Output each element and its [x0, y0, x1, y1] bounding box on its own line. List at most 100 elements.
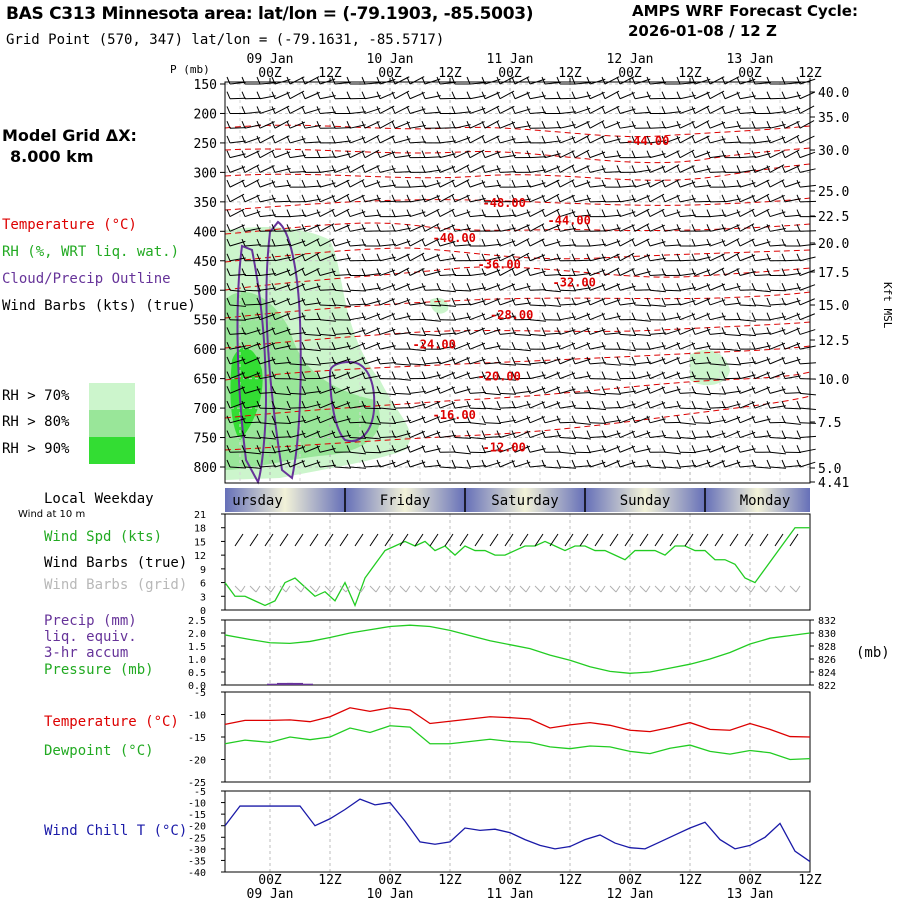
cloud-outline — [328, 360, 376, 443]
wind-barb-flag — [631, 194, 636, 203]
wind-barb-flag — [736, 76, 741, 85]
wind-barb-flag — [331, 459, 336, 468]
grid-wind-barb — [294, 585, 302, 593]
wind-barb — [244, 316, 261, 321]
wind-barb — [229, 345, 246, 350]
wind-barb-flag — [541, 224, 546, 232]
wind-barb-flag — [496, 459, 501, 468]
wind-barb — [739, 223, 755, 232]
wind-tick-label: 9 — [200, 565, 206, 576]
wind-barb-flag — [391, 106, 396, 114]
wind-barb — [334, 127, 352, 129]
wind-barb-flag — [541, 415, 546, 424]
wind-barb-flag — [436, 238, 441, 247]
surface-wind-barb — [234, 533, 244, 547]
wind-barb — [769, 97, 787, 100]
wind-barb-flag — [316, 179, 321, 188]
wind-barb-flag — [481, 91, 486, 99]
wind-barb-flag — [511, 120, 516, 129]
pressure-tick-label: 400 — [194, 225, 217, 240]
wind-barb-flag — [706, 135, 711, 144]
wind-barb-flag — [301, 165, 306, 173]
wind-barb-flag — [331, 253, 336, 261]
bottom-time-tick-label: 00Z — [738, 873, 762, 888]
wind-barb-flag — [766, 341, 771, 350]
wind-barb-flag — [691, 76, 696, 85]
grid-wind-barb — [729, 585, 737, 593]
wind-barb-flag — [721, 165, 726, 173]
wind-barb-flag — [421, 415, 426, 424]
wind-barb-flag — [736, 150, 741, 158]
wind-barb-flag — [301, 445, 306, 453]
wind-barb-flag — [571, 120, 576, 129]
grid-wind-barb — [720, 585, 726, 593]
wind-barb-flag — [466, 165, 471, 173]
wind-barb-flag — [316, 91, 321, 99]
wind-barb-flag — [526, 268, 531, 276]
wind-barb-flag — [421, 106, 426, 114]
wind-barb — [589, 184, 606, 188]
wind-barb-flag — [421, 120, 426, 129]
wind-barb — [559, 405, 576, 409]
wind-barb-flag — [286, 238, 291, 247]
wind-barb — [349, 388, 366, 394]
wind-barb-flag — [571, 106, 576, 114]
wind-barb-flag — [496, 445, 501, 453]
wind-barb-flag — [586, 312, 591, 320]
wind-barb-flag — [451, 459, 456, 468]
grid-wind-barb — [360, 585, 366, 593]
wind-barb-flag — [466, 283, 471, 291]
wind-barb-flag — [556, 415, 561, 424]
wind-barb-flag — [646, 194, 651, 203]
wind-barb-flag — [511, 194, 516, 203]
wind-barb-flag — [421, 209, 426, 217]
wind-barb-flag — [406, 209, 411, 217]
wind-barb-flag — [736, 253, 741, 261]
wind-barb-flag — [796, 371, 801, 379]
wind-barb-flag — [481, 120, 486, 129]
wind-barb-flag — [751, 386, 756, 394]
pressure-tick-label: 250 — [194, 137, 217, 152]
temperature-contour — [224, 163, 811, 181]
wind-barb — [454, 388, 471, 394]
wind-barb-flag — [541, 312, 546, 320]
wind-barb-flag — [316, 165, 321, 173]
wind-barb-flag — [736, 386, 741, 394]
wind-barb — [334, 466, 351, 469]
wind-barb-flag — [571, 209, 576, 217]
grid-wind-barb — [540, 585, 546, 593]
wind-barb-flag — [481, 165, 486, 173]
wind-barb-flag — [376, 179, 381, 188]
bottom-time-tick-label: 12Z — [558, 873, 582, 888]
wind-barb-flag — [751, 371, 756, 379]
wind-barb-flag — [526, 120, 531, 129]
temperature-contour-label: -36.00 — [478, 258, 521, 272]
wind-barb-flag — [616, 253, 621, 261]
wind-barb — [724, 125, 741, 129]
temperature-contour-label: -44.00 — [626, 134, 669, 148]
wind-barb-flag — [481, 430, 486, 438]
wind-barb — [484, 448, 501, 453]
wind-barb-flag — [436, 135, 441, 144]
wind-barb — [634, 289, 652, 291]
wind-barb-flag — [376, 400, 381, 409]
wind-barb-flag — [226, 179, 231, 188]
wind-barb — [244, 421, 262, 424]
height-tick-label: 5.0 — [818, 462, 841, 477]
wind-barb-flag — [586, 106, 591, 114]
legend-wind-speed: Wind Spd (kts) — [44, 529, 163, 545]
wind-barb-flag — [316, 135, 321, 144]
grid-wind-barb — [639, 585, 647, 593]
wind-barb-flag — [691, 386, 696, 394]
wind-barb-flag — [706, 91, 711, 99]
wind-barb-flag — [781, 356, 786, 365]
wind-barb-flag — [706, 179, 711, 188]
wind-barb-flag — [676, 341, 681, 350]
wind-barb-flag — [571, 91, 576, 99]
wind-barb-flag — [361, 224, 366, 232]
wind-barb-flag — [481, 386, 486, 394]
wind-barb — [664, 329, 681, 335]
wind-barb-flag — [436, 76, 441, 85]
wind-barb — [394, 407, 412, 409]
wind-tick-label: 21 — [194, 510, 206, 521]
